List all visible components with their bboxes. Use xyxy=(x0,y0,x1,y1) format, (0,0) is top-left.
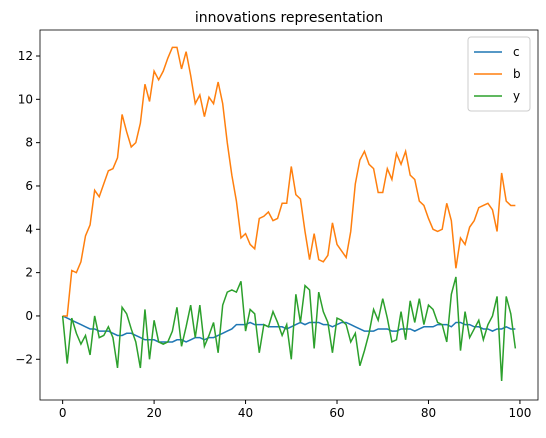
y-tick-label: 4 xyxy=(25,222,33,236)
y-tick-label: 12 xyxy=(18,49,33,63)
x-tick-label: 60 xyxy=(329,406,344,420)
x-tick-label: 20 xyxy=(146,406,161,420)
legend-label: b xyxy=(513,67,521,81)
line xyxy=(62,315,516,343)
x-tick-label: 80 xyxy=(421,406,436,420)
y-tick-label: 8 xyxy=(25,136,33,150)
chart-title: innovations representation xyxy=(195,10,383,26)
y-tick-label: −2 xyxy=(15,352,33,366)
y-tick-label: 2 xyxy=(25,266,33,280)
x-tick-label: 0 xyxy=(59,406,67,420)
x-tick-label: 100 xyxy=(508,406,531,420)
line xyxy=(62,46,516,317)
legend-label: c xyxy=(513,45,520,59)
plot-frame xyxy=(39,29,539,401)
legend-label: y xyxy=(513,89,520,103)
y-tick-label: 0 xyxy=(25,309,33,323)
y-tick-label: 6 xyxy=(25,179,33,193)
x-tick-label: 40 xyxy=(238,406,253,420)
y-tick-label: 10 xyxy=(18,92,33,106)
line xyxy=(61,276,517,381)
